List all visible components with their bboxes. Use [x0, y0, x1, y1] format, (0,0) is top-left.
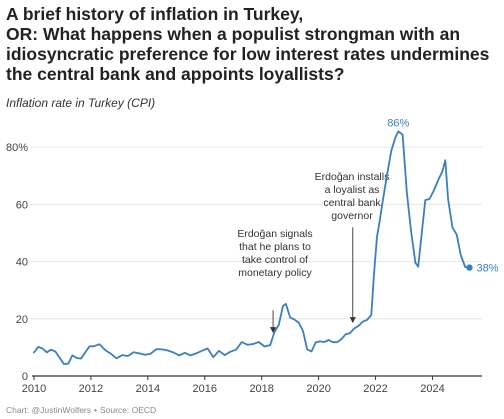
footer-credit: Chart: @JustinWolfers [6, 405, 91, 415]
label-layer: 86% 38% [387, 117, 498, 274]
title-line-1: A brief history of inflation in Turkey, [6, 4, 304, 24]
annotation-arrowhead [349, 317, 356, 324]
footer-separator: • [94, 405, 97, 415]
annotation-text-line: central bank [323, 197, 381, 209]
x-tick-label: 2014 [136, 383, 160, 395]
series-layer [33, 130, 473, 365]
x-tick-label: 2024 [420, 383, 444, 395]
annotation-text-line: a loyalist as [325, 184, 380, 196]
annotation-text-line: Erdoğan signals [237, 228, 312, 240]
axis-layer: 0 20 40 60 80% 2010 2012 2014 2016 2018 2020 2022 20… [6, 142, 482, 395]
y-tick-label: 20 [16, 314, 28, 326]
y-tick-label: 0 [22, 371, 28, 383]
latest-value-label: 38% [476, 263, 498, 275]
chart-footer: Chart: @JustinWolfers • Source: OECD [6, 405, 156, 415]
x-tick-label: 2020 [306, 383, 330, 395]
annotation-text-line: that he plans to [239, 241, 311, 253]
x-tick-label: 2018 [249, 383, 273, 395]
footer-source: Source: OECD [99, 405, 157, 415]
chart-subtitle: Inflation rate in Turkey (CPI) [6, 96, 156, 110]
x-tick-label: 2016 [193, 383, 217, 395]
annotation-text-line: monetary policy [238, 267, 312, 279]
title-line-2: OR: What happens when a populist strongm… [6, 24, 461, 44]
y-tick-label: 60 [16, 199, 28, 211]
y-tick-label: 80% [6, 142, 28, 154]
title-line-4: the central bank and appoints loyallists… [6, 64, 345, 84]
annotation-text-line: governor [331, 210, 373, 222]
latest-point-marker [466, 264, 473, 271]
y-tick-label: 40 [16, 257, 28, 269]
x-tick-label: 2012 [79, 383, 103, 395]
peak-value-label: 86% [387, 117, 409, 129]
chart-title: A brief history of inflation in Turkey, … [6, 4, 502, 84]
annotation-arrowhead [270, 327, 277, 334]
title-line-3: idiosyncratic preference for low interes… [6, 44, 490, 64]
grid-layer [30, 146, 482, 320]
x-tick-label: 2010 [22, 383, 46, 395]
annotation-text-line: take control of [242, 254, 308, 266]
annotation-text-line: Erdoğan installs [315, 171, 390, 183]
inflation-series-line [33, 130, 471, 365]
x-tick-label: 2022 [363, 383, 387, 395]
